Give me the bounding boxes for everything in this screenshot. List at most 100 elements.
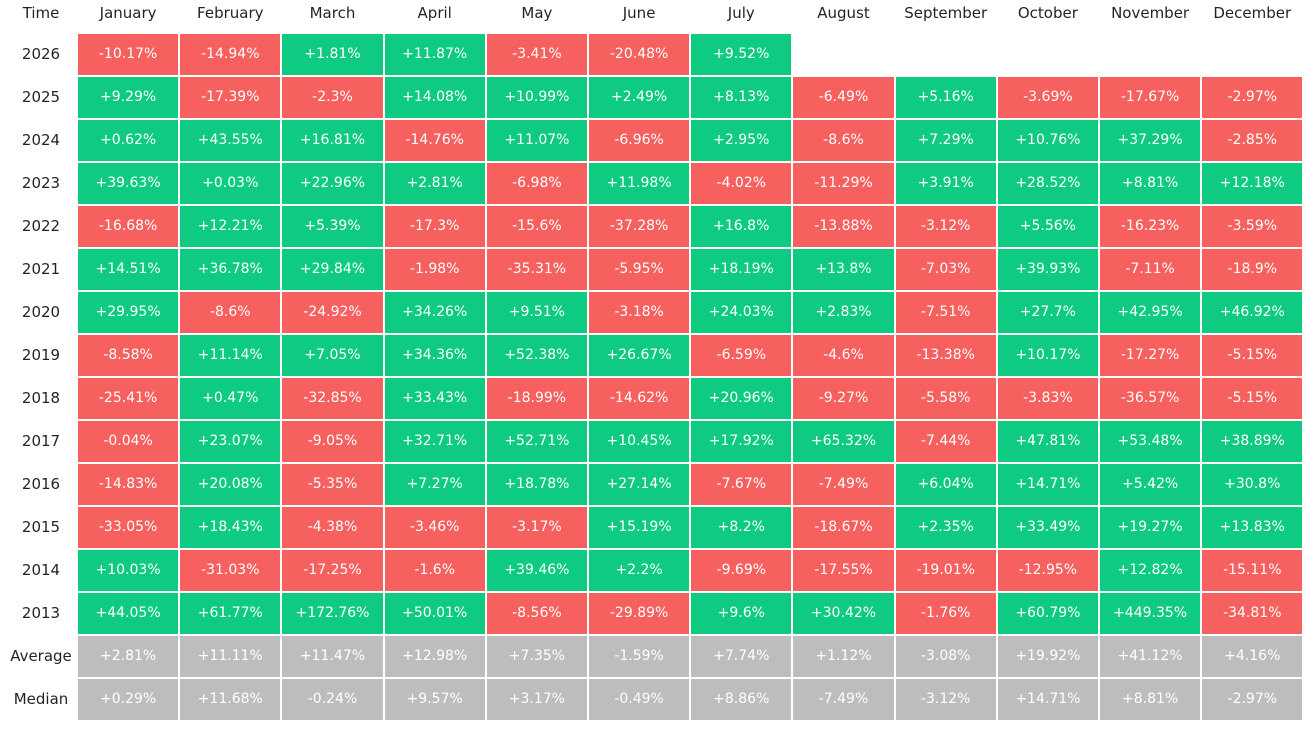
cell-2013-march: +172.76% bbox=[282, 593, 383, 634]
cell-2013-july: +9.6% bbox=[691, 593, 792, 634]
cell-average-november: +41.12% bbox=[1100, 636, 1201, 677]
cell-2017-march: -9.05% bbox=[282, 421, 383, 462]
row-label-2023: 2023 bbox=[21, 174, 61, 192]
cell-2021-october: +39.93% bbox=[997, 249, 1098, 290]
cell-median-february: +11.68% bbox=[180, 679, 281, 720]
cell-2026-april: +11.87% bbox=[384, 34, 485, 75]
cell-2019-april: +34.36% bbox=[384, 335, 485, 376]
month-header-march: March bbox=[309, 4, 356, 22]
cell-2018-june: -14.62% bbox=[589, 378, 690, 419]
cell-2016-january: -14.83% bbox=[78, 464, 179, 505]
cell-2016-june: +27.14% bbox=[589, 464, 690, 505]
cell-2019-may: +52.38% bbox=[486, 335, 587, 376]
row-label-2025: 2025 bbox=[21, 88, 61, 106]
row-label-2013: 2013 bbox=[21, 604, 61, 622]
cell-2019-february: +11.14% bbox=[180, 335, 281, 376]
row-label-2016: 2016 bbox=[21, 475, 61, 493]
cell-2017-august: +65.32% bbox=[793, 421, 894, 462]
cell-2021-february: +36.78% bbox=[180, 249, 281, 290]
cell-2015-july: +8.2% bbox=[691, 507, 792, 548]
row-label-2020: 2020 bbox=[21, 303, 61, 321]
row-label-2021: 2021 bbox=[21, 260, 61, 278]
cell-2025-may: +10.99% bbox=[486, 77, 587, 118]
cell-2014-november: +12.82% bbox=[1100, 550, 1201, 591]
cell-2017-july: +17.92% bbox=[691, 421, 792, 462]
cell-average-october: +19.92% bbox=[997, 636, 1098, 677]
cell-median-march: -0.24% bbox=[282, 679, 383, 720]
cell-2020-december: +46.92% bbox=[1202, 292, 1303, 333]
cell-2020-october: +27.7% bbox=[997, 292, 1098, 333]
cell-2016-march: -5.35% bbox=[282, 464, 383, 505]
cell-2021-march: +29.84% bbox=[282, 249, 383, 290]
cell-2025-august: -6.49% bbox=[793, 77, 894, 118]
cell-median-may: +3.17% bbox=[486, 679, 587, 720]
cell-2014-april: -1.6% bbox=[384, 550, 485, 591]
cell-2025-september: +5.16% bbox=[895, 77, 996, 118]
month-header-november: November bbox=[1111, 4, 1190, 22]
cell-2024-february: +43.55% bbox=[180, 120, 281, 161]
cell-2025-july: +8.13% bbox=[691, 77, 792, 118]
cell-2022-january: -16.68% bbox=[78, 206, 179, 247]
cell-2025-march: -2.3% bbox=[282, 77, 383, 118]
cell-2026-february: -14.94% bbox=[180, 34, 281, 75]
cell-2024-march: +16.81% bbox=[282, 120, 383, 161]
cell-2022-march: +5.39% bbox=[282, 206, 383, 247]
cell-2013-february: +61.77% bbox=[180, 593, 281, 634]
cell-median-april: +9.57% bbox=[384, 679, 485, 720]
cell-2019-june: +26.67% bbox=[589, 335, 690, 376]
cell-average-august: +1.12% bbox=[793, 636, 894, 677]
cell-2016-july: -7.67% bbox=[691, 464, 792, 505]
cell-2018-september: -5.58% bbox=[895, 378, 996, 419]
cell-2016-february: +20.08% bbox=[180, 464, 281, 505]
cell-2021-november: -7.11% bbox=[1100, 249, 1201, 290]
cell-average-february: +11.11% bbox=[180, 636, 281, 677]
cell-average-july: +7.74% bbox=[691, 636, 792, 677]
cell-2013-september: -1.76% bbox=[895, 593, 996, 634]
cell-2025-june: +2.49% bbox=[589, 77, 690, 118]
cell-2014-december: -15.11% bbox=[1202, 550, 1303, 591]
cell-average-april: +12.98% bbox=[384, 636, 485, 677]
cell-average-march: +11.47% bbox=[282, 636, 383, 677]
cell-2022-september: -3.12% bbox=[895, 206, 996, 247]
cell-2021-september: -7.03% bbox=[895, 249, 996, 290]
cell-2015-june: +15.19% bbox=[589, 507, 690, 548]
cell-2015-january: -33.05% bbox=[78, 507, 179, 548]
cell-2017-january: -0.04% bbox=[78, 421, 179, 462]
cell-2024-december: -2.85% bbox=[1202, 120, 1303, 161]
month-header-september: September bbox=[904, 4, 988, 22]
cell-2013-august: +30.42% bbox=[793, 593, 894, 634]
cell-2014-may: +39.46% bbox=[486, 550, 587, 591]
cell-2020-january: +29.95% bbox=[78, 292, 179, 333]
cell-2024-july: +2.95% bbox=[691, 120, 792, 161]
cell-2018-july: +20.96% bbox=[691, 378, 792, 419]
cell-2017-june: +10.45% bbox=[589, 421, 690, 462]
cell-2024-april: -14.76% bbox=[384, 120, 485, 161]
cell-2016-december: +30.8% bbox=[1202, 464, 1303, 505]
cell-2014-july: -9.69% bbox=[691, 550, 792, 591]
month-header-december: December bbox=[1213, 4, 1292, 22]
cell-2023-july: -4.02% bbox=[691, 163, 792, 204]
cell-2025-april: +14.08% bbox=[384, 77, 485, 118]
cell-2021-december: -18.9% bbox=[1202, 249, 1303, 290]
cell-2023-november: +8.81% bbox=[1100, 163, 1201, 204]
cell-2021-july: +18.19% bbox=[691, 249, 792, 290]
cell-2016-october: +14.71% bbox=[997, 464, 1098, 505]
cell-2026-january: -10.17% bbox=[78, 34, 179, 75]
cell-2016-november: +5.42% bbox=[1100, 464, 1201, 505]
cell-2013-november: +449.35% bbox=[1100, 593, 1201, 634]
cell-median-november: +8.81% bbox=[1100, 679, 1201, 720]
cell-2015-october: +33.49% bbox=[997, 507, 1098, 548]
cell-2025-november: -17.67% bbox=[1100, 77, 1201, 118]
cell-2022-june: -37.28% bbox=[589, 206, 690, 247]
cell-average-september: -3.08% bbox=[895, 636, 996, 677]
corner-header: Time bbox=[22, 4, 60, 22]
cell-median-december: -2.97% bbox=[1202, 679, 1303, 720]
cell-2018-december: -5.15% bbox=[1202, 378, 1303, 419]
cell-2025-october: -3.69% bbox=[997, 77, 1098, 118]
cell-2013-may: -8.56% bbox=[486, 593, 587, 634]
month-header-july: July bbox=[727, 4, 755, 22]
cell-2023-april: +2.81% bbox=[384, 163, 485, 204]
cell-2014-june: +2.2% bbox=[589, 550, 690, 591]
cell-2022-may: -15.6% bbox=[486, 206, 587, 247]
row-label-2014: 2014 bbox=[21, 561, 61, 579]
